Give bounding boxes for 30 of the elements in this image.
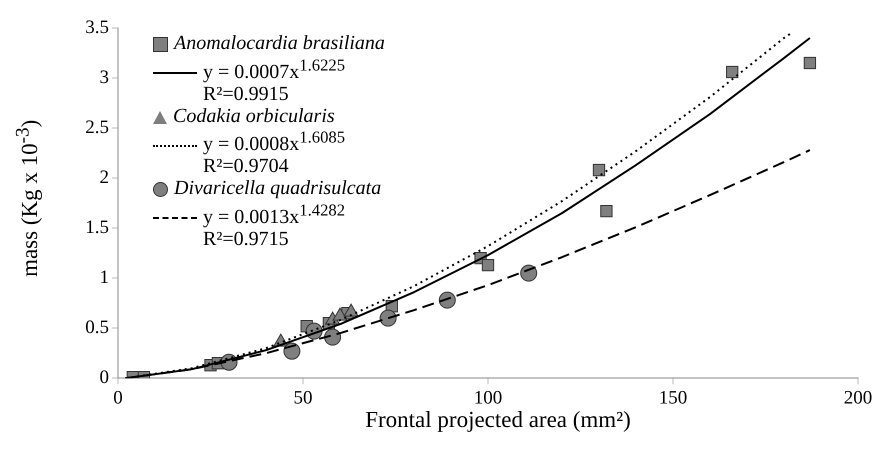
x-tick-label: 0	[113, 388, 123, 409]
annotation: R²=0.9715	[202, 228, 290, 250]
y-tick-label: 1.5	[85, 217, 109, 238]
y-tick-label: 2	[100, 167, 109, 188]
point	[600, 204, 613, 218]
legend-label: Anomalocardia brasiliana	[174, 32, 385, 54]
x-tick-label: 150	[658, 388, 688, 409]
x-axis-title: Frontal projected area (mm²)	[364, 407, 632, 433]
point	[380, 310, 397, 327]
x-tick-label: 100	[474, 388, 502, 409]
y-tick-label: 0	[100, 367, 109, 388]
legend-label: Codakia orbicularis	[173, 104, 335, 127]
x-tick-label: 50	[294, 388, 312, 409]
point	[482, 258, 494, 272]
y-tick-label: 2.5	[85, 117, 109, 138]
point	[324, 328, 342, 346]
legend-label: y = 0.0008x$^{1.6085}$	[203, 128, 346, 156]
x-tick-label: 200	[844, 388, 872, 409]
legend-label: y = 0.0013x$^{1.4282}$	[203, 200, 346, 228]
y-tick-label: 1	[100, 267, 109, 288]
legend-label: y = 0.0007x$^{1.6225}$	[203, 55, 346, 83]
point	[726, 66, 738, 78]
y-tick-label: 3.5	[85, 16, 109, 38]
y-tick-label: 0.5	[85, 317, 109, 338]
annotation: R²=0.9704	[202, 155, 290, 178]
legend-label: Divaricella quadrisulcata	[174, 177, 382, 200]
point	[804, 56, 816, 70]
y-tick-label: 3	[100, 67, 109, 88]
point	[592, 164, 606, 176]
annotation: R²=0.9915	[202, 82, 290, 105]
